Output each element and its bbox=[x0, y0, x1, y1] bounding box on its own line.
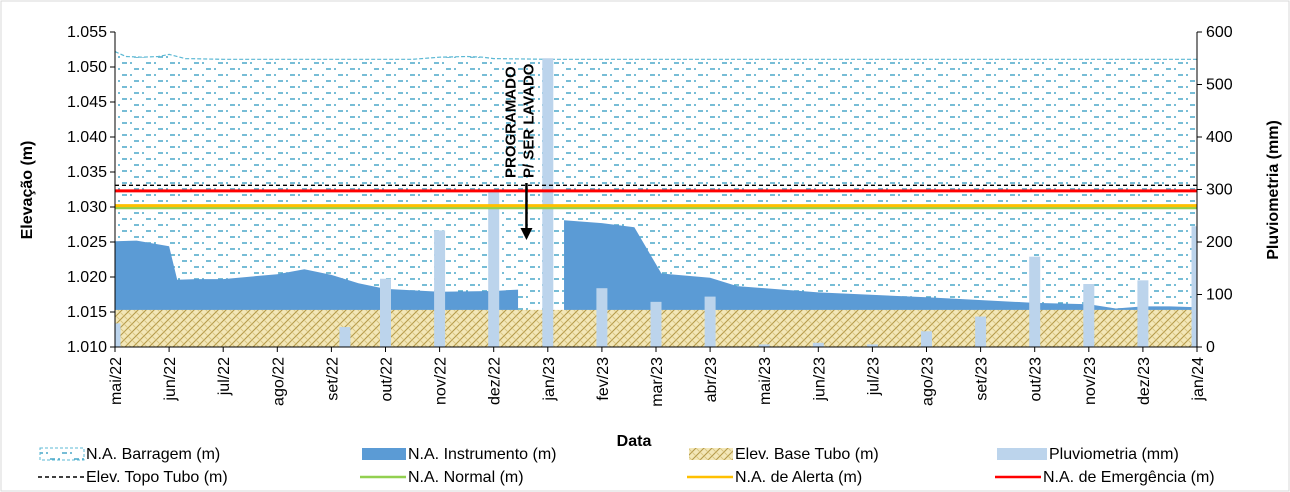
pluviometria-bar-14 bbox=[1029, 256, 1041, 347]
y-tick-label: 1.035 bbox=[67, 164, 107, 181]
pluviometria-bar-17 bbox=[1191, 226, 1197, 347]
x-tick-label: dez/23 bbox=[1136, 357, 1153, 405]
legend-label: N.A. Barragem (m) bbox=[86, 446, 220, 463]
x-tick-label: jan/23 bbox=[541, 357, 558, 402]
pluviometria-bar-4 bbox=[488, 192, 500, 347]
pluviometria-bar-12 bbox=[921, 331, 932, 347]
pluviometria-bar-15 bbox=[1083, 284, 1095, 347]
annotation-arrow-head bbox=[520, 228, 533, 240]
reference-lines bbox=[115, 184, 1197, 210]
legend-item-n-a-de-alerta-m: N.A. de Alerta (m) bbox=[687, 469, 862, 486]
pluviometria-bar-3 bbox=[434, 230, 446, 347]
legend-label: N.A. Normal (m) bbox=[408, 469, 524, 486]
y2-axis-label: Pluviometria (mm) bbox=[1265, 120, 1282, 260]
x-tick-label: abr/23 bbox=[703, 357, 720, 402]
legend-item-n-a-de-emergencia-m: N.A. de Emergência (m) bbox=[995, 469, 1215, 486]
pluviometria-bar-11 bbox=[866, 344, 878, 347]
legend-label: Elev. Base Tubo (m) bbox=[735, 446, 879, 463]
y-tick-label: 1.040 bbox=[67, 129, 107, 146]
legend-item-n-a-normal-m: N.A. Normal (m) bbox=[360, 469, 524, 486]
n-a-barragem-m-area bbox=[115, 51, 1197, 347]
series-na-barragem bbox=[115, 51, 1197, 347]
x-axis-label: Data bbox=[617, 433, 652, 450]
legend-label: N.A. de Alerta (m) bbox=[735, 469, 862, 486]
y-tick-label: 1.030 bbox=[67, 199, 107, 216]
x-tick-label: jan/24 bbox=[1190, 357, 1207, 402]
n-a-barragem-m-edge bbox=[115, 51, 1197, 60]
x-tick-label: ago/22 bbox=[270, 357, 287, 406]
y2-tick-label: 200 bbox=[1206, 234, 1233, 251]
legend-label: Pluviometria (mm) bbox=[1049, 446, 1179, 463]
legend-item-elev-base-tubo-m: Elev. Base Tubo (m) bbox=[689, 446, 879, 463]
pluviometria-bar-1 bbox=[339, 327, 351, 347]
x-tick-label: nov/23 bbox=[1082, 357, 1099, 405]
x-tick-label: ago/23 bbox=[920, 357, 937, 406]
y-tick-label: 1.020 bbox=[67, 269, 107, 286]
y2-tick-label: 400 bbox=[1206, 129, 1233, 146]
x-tick-label: jun/22 bbox=[162, 357, 179, 402]
series-pluviometria bbox=[115, 58, 1197, 347]
y2-tick-label: 0 bbox=[1206, 339, 1215, 356]
legend-item-elev-topo-tubo-m: Elev. Topo Tubo (m) bbox=[38, 469, 228, 486]
legend-item-pluviometria-mm: Pluviometria (mm) bbox=[997, 446, 1179, 463]
x-tick-label: mai/22 bbox=[108, 357, 125, 405]
x-tick-label: set/22 bbox=[324, 357, 341, 401]
y2-tick-label: 300 bbox=[1206, 182, 1233, 199]
pluviometria-bar-7 bbox=[650, 301, 662, 347]
pluviometria-bar-16 bbox=[1137, 280, 1149, 347]
pluviometria-bar-2 bbox=[380, 278, 391, 347]
legend-label: N.A. de Emergência (m) bbox=[1043, 469, 1215, 486]
pluviometria-bar-6 bbox=[596, 288, 608, 347]
y-tick-label: 1.055 bbox=[67, 24, 107, 41]
annotation-line-1: PROGRAMADO bbox=[502, 66, 519, 178]
legend: N.A. Barragem (m) N.A. Instrumento (m) Ele… bbox=[38, 446, 1215, 486]
annotation-line-2: P/ SER LAVADO bbox=[520, 63, 537, 178]
y-tick-label: 1.045 bbox=[67, 94, 107, 111]
y2-tick-label: 600 bbox=[1206, 24, 1233, 41]
legend-item-n-a-instrumento-m: N.A. Instrumento (m) bbox=[362, 446, 556, 463]
x-tick-label: out/22 bbox=[379, 357, 396, 402]
x-tick-label: jul/23 bbox=[865, 357, 882, 396]
x-tick-label: dez/22 bbox=[487, 357, 504, 405]
y-tick-label: 1.010 bbox=[67, 339, 107, 356]
pluviometria-bar-9 bbox=[758, 344, 770, 347]
y2-tick-label: 500 bbox=[1206, 77, 1233, 94]
legend-label: Elev. Topo Tubo (m) bbox=[86, 469, 228, 486]
pluviometria-bar-5 bbox=[542, 58, 554, 347]
pluviometria-bar-8 bbox=[704, 296, 716, 347]
y-axis-label: Elevação (m) bbox=[19, 141, 36, 240]
y-tick-label: 1.025 bbox=[67, 234, 107, 251]
legend-swatch bbox=[689, 448, 733, 460]
axes: 1.010 1.015 1.020 1.025 1.030 1.035 1.040 1.045… bbox=[67, 24, 1233, 407]
pluviometria-bar-0 bbox=[115, 323, 121, 347]
x-tick-label: mai/23 bbox=[757, 357, 774, 405]
y2-tick-label: 100 bbox=[1206, 287, 1233, 304]
x-tick-label: fev/23 bbox=[595, 357, 612, 401]
y-tick-label: 1.015 bbox=[67, 304, 107, 321]
x-tick-label: jun/23 bbox=[811, 357, 828, 402]
legend-swatch bbox=[362, 448, 406, 460]
legend-swatch bbox=[39, 447, 85, 461]
pluviometria-bar-10 bbox=[812, 342, 824, 347]
x-tick-label: set/23 bbox=[974, 357, 991, 401]
legend-swatch bbox=[997, 448, 1047, 460]
legend-item-n-a-barragem-m: N.A. Barragem (m) bbox=[39, 446, 220, 463]
x-tick-label: out/23 bbox=[1028, 357, 1045, 402]
pluviometria-bar-13 bbox=[975, 316, 987, 347]
legend-label: N.A. Instrumento (m) bbox=[408, 446, 556, 463]
x-tick-label: jul/22 bbox=[216, 357, 233, 396]
x-tick-label: mar/23 bbox=[649, 357, 666, 407]
y-tick-label: 1.050 bbox=[67, 59, 107, 76]
x-tick-label: nov/22 bbox=[433, 357, 450, 405]
annotation: PROGRAMADO P/ SER LAVADO bbox=[502, 63, 537, 240]
